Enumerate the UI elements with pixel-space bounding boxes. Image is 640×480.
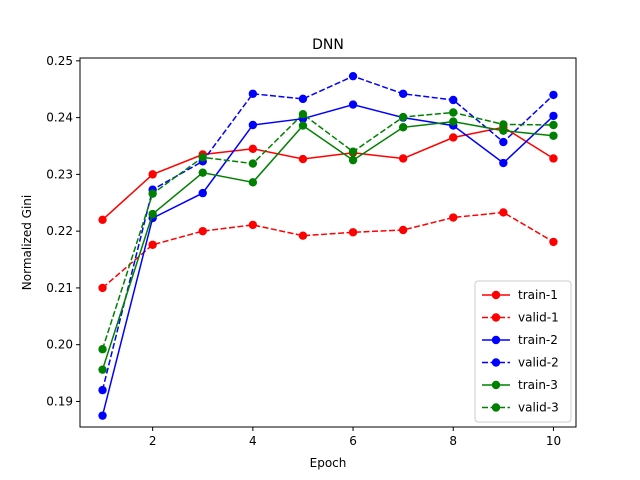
data-point	[148, 170, 157, 179]
data-point	[449, 117, 458, 126]
legend-marker	[491, 403, 501, 412]
legend-marker	[491, 358, 501, 367]
data-point	[348, 71, 358, 81]
data-point	[549, 120, 558, 130]
data-point	[499, 158, 508, 168]
legend-item: train-1	[482, 288, 558, 302]
series-line	[101, 111, 554, 350]
data-point	[449, 213, 458, 222]
data-point	[98, 215, 107, 224]
data-point	[348, 155, 358, 165]
legend-marker	[491, 290, 501, 300]
data-point	[98, 283, 107, 293]
plot-area	[98, 71, 558, 420]
data-point	[98, 365, 107, 374]
data-point	[98, 411, 107, 420]
x-tick-label: 4	[249, 434, 257, 448]
legend: train-1 valid-1 train-2 valid-2 train-3 valid…	[474, 280, 572, 423]
x-tick-label: 6	[349, 434, 357, 448]
legend-label: valid-2	[518, 356, 559, 370]
legend-item: train-2	[482, 333, 558, 347]
data-point	[298, 94, 308, 104]
data-point	[298, 231, 308, 240]
data-point	[549, 237, 558, 247]
data-point	[549, 90, 558, 100]
data-point	[499, 137, 508, 147]
data-point	[449, 108, 458, 117]
legend-item: train-3	[482, 378, 558, 392]
data-point	[148, 209, 157, 219]
chart-title: DNN	[312, 37, 344, 53]
legend-marker	[491, 335, 501, 345]
data-point	[298, 110, 308, 119]
legend-label: train-3	[518, 378, 558, 392]
series-valid-3	[98, 108, 558, 354]
series-train-3	[98, 117, 558, 374]
legend-label: valid-3	[518, 401, 559, 415]
data-point	[148, 189, 157, 198]
data-point	[298, 121, 308, 130]
legend-marker	[491, 313, 501, 322]
x-axis-title: Epoch	[310, 456, 347, 470]
data-point	[248, 220, 258, 230]
legend-item: valid-3	[482, 401, 559, 415]
data-point	[348, 228, 358, 237]
series-valid-1	[98, 208, 558, 293]
legend-item: valid-1	[482, 311, 559, 325]
data-point	[499, 126, 508, 135]
data-point	[248, 159, 258, 168]
y-tick-label: 0.25	[46, 54, 73, 68]
data-point	[248, 178, 258, 187]
y-tick-label: 0.20	[46, 338, 73, 352]
data-point	[198, 188, 207, 198]
data-point	[398, 123, 408, 132]
series-line	[101, 75, 555, 391]
data-point	[248, 120, 258, 130]
data-point	[499, 120, 508, 129]
data-point	[348, 100, 358, 109]
data-point	[98, 345, 107, 354]
data-point	[198, 153, 207, 162]
data-point	[449, 95, 458, 105]
x-tick-label: 2	[149, 434, 157, 448]
data-point	[549, 154, 558, 163]
data-point	[499, 208, 508, 217]
axes-frame	[79, 57, 577, 428]
x-tick-label: 10	[546, 434, 561, 448]
legend-marker	[491, 380, 501, 390]
x-axis: 2 4 6 8 10	[149, 427, 561, 448]
data-point	[549, 111, 558, 121]
legend-label: train-2	[518, 333, 558, 347]
data-point	[148, 240, 157, 249]
data-point	[348, 147, 358, 156]
data-point	[298, 154, 308, 164]
legend-item: valid-2	[482, 356, 559, 370]
y-tick-label: 0.23	[46, 167, 73, 181]
data-point	[198, 168, 207, 177]
data-point	[198, 226, 207, 236]
data-point	[398, 112, 408, 122]
legend-label: train-1	[518, 288, 558, 302]
y-axis: 0.19 0.20 0.21 0.22 0.23 0.24 0.25	[46, 54, 80, 408]
series-line	[101, 126, 554, 221]
y-tick-label: 0.21	[46, 281, 73, 295]
y-axis-title: Normalized Gini	[20, 195, 34, 290]
x-tick-label: 8	[449, 434, 457, 448]
data-point	[398, 154, 408, 163]
series-line	[101, 120, 554, 370]
data-point	[398, 89, 408, 98]
series-line	[101, 103, 555, 416]
y-tick-label: 0.24	[46, 111, 73, 125]
data-point	[449, 133, 458, 142]
legend-label: valid-1	[518, 311, 559, 325]
data-point	[98, 385, 107, 395]
data-point	[398, 225, 408, 235]
y-tick-label: 0.22	[46, 224, 73, 238]
y-tick-label: 0.19	[46, 394, 73, 408]
data-point	[248, 144, 258, 154]
data-point	[248, 89, 258, 98]
data-point	[549, 131, 558, 140]
